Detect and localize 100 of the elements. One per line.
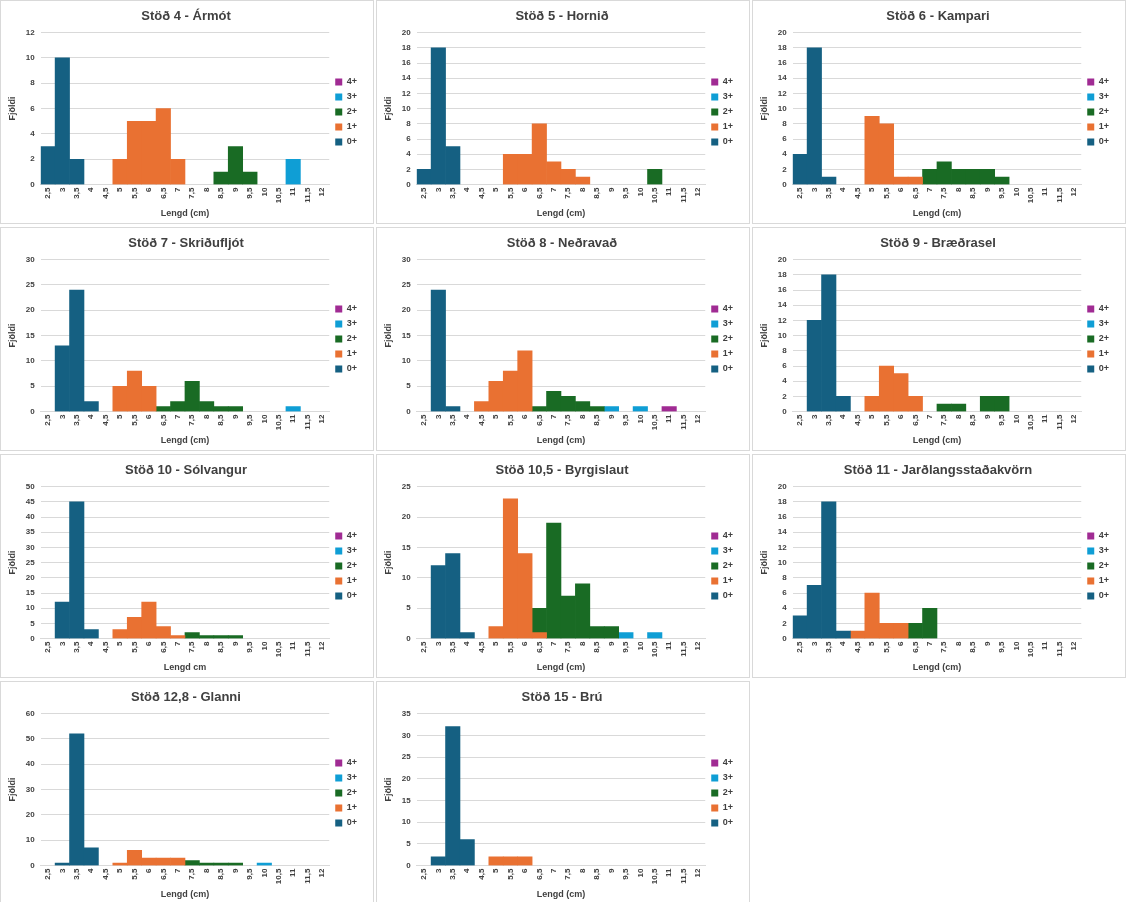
- x-tick-label: 8,5: [592, 641, 602, 653]
- legend-label: 1+: [346, 121, 357, 132]
- x-axis-title: Lengd (cm): [160, 208, 210, 219]
- x-tick-label: 3,5: [71, 868, 81, 880]
- y-tick-label: 0: [30, 860, 36, 870]
- x-tick-label: 6: [896, 414, 906, 420]
- legend-label: 1+: [1098, 348, 1109, 359]
- y-tick-label: 6: [782, 588, 788, 598]
- legend-label: 0+: [1098, 136, 1109, 147]
- y-tick-label: 25: [25, 557, 36, 567]
- y-tick-label: 0: [406, 406, 412, 416]
- y-tick-label: 0: [406, 633, 412, 643]
- y-tick-label: 20: [401, 305, 412, 315]
- y-axis-title: Fjöldi: [758, 96, 769, 121]
- bar: [647, 632, 663, 639]
- legend-label: 2+: [346, 333, 357, 344]
- x-tick-label: 7,5: [563, 868, 573, 880]
- x-tick-label: 10,5: [273, 868, 283, 885]
- y-axis-title: Fjöldi: [758, 323, 769, 348]
- x-axis-title: Lengd (cm): [536, 889, 586, 900]
- x-tick-label: 9,5: [997, 414, 1007, 426]
- x-tick-label: 7: [548, 868, 558, 874]
- y-tick-label: 30: [401, 730, 412, 740]
- legend-label: 1+: [346, 575, 357, 586]
- y-tick-label: 14: [401, 73, 412, 83]
- x-tick-label: 3: [433, 187, 443, 193]
- x-tick-label: 7,5: [187, 414, 197, 426]
- x-tick-label: 4: [86, 187, 96, 193]
- legend-label: 0+: [1098, 590, 1109, 601]
- x-tick-label: 4,5: [100, 414, 110, 426]
- x-tick-label: 9,5: [621, 414, 631, 426]
- legend-label: 0+: [722, 363, 733, 374]
- x-tick-label: 4,5: [100, 187, 110, 199]
- x-tick-label: 11,5: [678, 868, 688, 884]
- chart-title: Stöð 6 - Kampari: [886, 8, 990, 24]
- x-tick-label: 3: [57, 187, 67, 193]
- y-axis-title: Fjöldi: [6, 96, 17, 121]
- x-tick-label: 7: [172, 414, 182, 420]
- legend-label: 0+: [722, 590, 733, 601]
- x-tick-label: 9,5: [621, 187, 631, 199]
- x-tick-label: 4: [838, 187, 848, 193]
- x-tick-label: 4: [462, 414, 472, 420]
- x-tick-label: 3,5: [447, 414, 457, 426]
- chart-title: Stöð 4 - Ármót: [141, 8, 232, 24]
- y-tick-label: 4: [782, 603, 788, 613]
- x-tick-label: 11,5: [678, 414, 688, 430]
- x-tick-label: 6: [896, 641, 906, 647]
- y-tick-label: 40: [25, 759, 36, 769]
- y-tick-label: 30: [25, 542, 36, 552]
- legend-label: 3+: [722, 545, 733, 556]
- x-tick-label: 9,5: [997, 641, 1007, 653]
- y-tick-label: 20: [777, 27, 788, 37]
- x-tick-label: 7,5: [187, 187, 197, 199]
- x-tick-label: 4: [86, 641, 96, 647]
- y-tick-label: 25: [25, 280, 36, 290]
- y-tick-label: 10: [777, 557, 788, 567]
- x-tick-label: 5,5: [129, 868, 139, 880]
- x-tick-label: 6,5: [534, 187, 544, 199]
- x-tick-label: 4: [86, 414, 96, 420]
- legend-label: 3+: [722, 318, 733, 329]
- x-tick-label: 8,5: [592, 414, 602, 426]
- legend-label: 3+: [722, 772, 733, 783]
- x-tick-label: 5,5: [505, 187, 515, 199]
- x-tick-label: 5: [115, 414, 125, 420]
- y-tick-label: 20: [25, 810, 36, 820]
- x-tick-label: 6: [520, 187, 530, 193]
- chart-title: Stöð 10,5 - Byrgislaut: [495, 462, 630, 478]
- legend-label: 2+: [1098, 560, 1109, 571]
- legend-label: 0+: [346, 590, 357, 601]
- x-tick-label: 4,5: [100, 868, 110, 880]
- y-tick-label: 15: [401, 795, 412, 805]
- x-tick-label: 8,5: [216, 868, 226, 880]
- y-tick-label: 8: [782, 346, 788, 356]
- x-tick-label: 9,5: [245, 187, 255, 199]
- y-tick-label: 10: [401, 817, 412, 827]
- x-tick-label: 9: [230, 414, 240, 420]
- x-tick-label: 8,5: [592, 187, 602, 199]
- x-tick-label: 10,5: [649, 641, 659, 658]
- y-tick-label: 0: [782, 406, 788, 416]
- y-tick-label: 0: [782, 179, 788, 189]
- x-tick-label: 11,5: [1054, 414, 1064, 430]
- x-tick-label: 5,5: [505, 868, 515, 880]
- x-tick-label: 4: [462, 641, 472, 647]
- y-tick-label: 6: [782, 134, 788, 144]
- x-tick-label: 9: [982, 187, 992, 193]
- x-tick-label: 11,5: [678, 641, 688, 657]
- x-tick-label: 10: [635, 414, 645, 424]
- x-tick-label: 8: [953, 414, 963, 420]
- x-tick-label: 2,5: [43, 414, 53, 426]
- x-tick-label: 9: [982, 641, 992, 647]
- x-tick-label: 9,5: [245, 641, 255, 653]
- y-tick-label: 20: [777, 481, 788, 491]
- x-axis-title: Lengd (cm): [160, 435, 210, 446]
- y-tick-label: 8: [782, 119, 788, 129]
- x-tick-label: 8: [577, 641, 587, 647]
- x-tick-label: 7,5: [563, 641, 573, 653]
- x-tick-label: 7: [172, 187, 182, 193]
- x-tick-label: 11,5: [1054, 187, 1064, 203]
- x-tick-label: 2,5: [795, 414, 805, 426]
- x-tick-label: 8: [201, 641, 211, 647]
